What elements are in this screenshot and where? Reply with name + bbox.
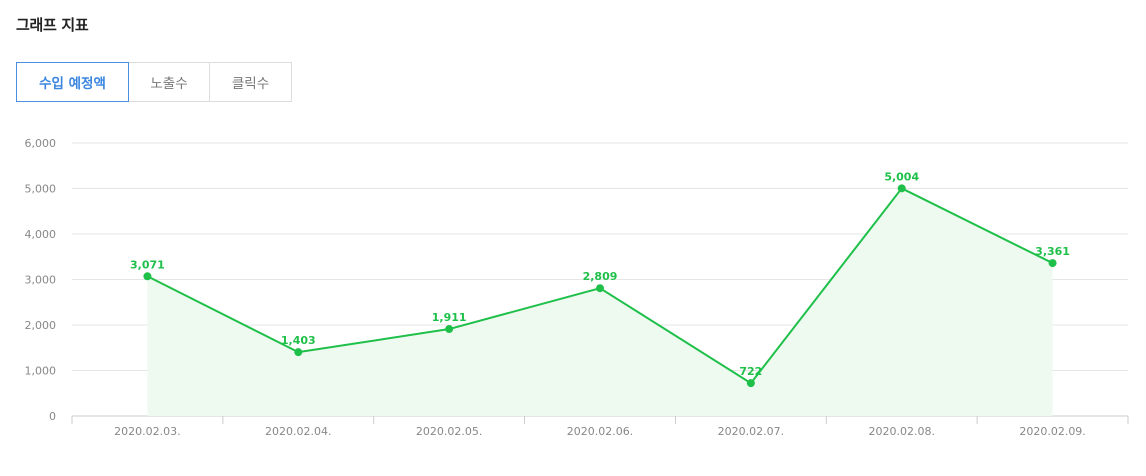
data-point	[596, 284, 604, 293]
y-tick-label: 3,000	[25, 274, 57, 287]
data-label: 2,809	[583, 270, 618, 283]
y-tick-label: 6,000	[25, 137, 57, 150]
data-label: 3,071	[130, 258, 165, 271]
data-point	[445, 325, 454, 334]
tab-impressions[interactable]: 노출수	[129, 62, 210, 102]
data-point	[294, 348, 303, 357]
data-label: 3,361	[1035, 245, 1070, 258]
x-tick-label: 2020.02.09.	[1019, 425, 1085, 438]
data-label: 1,911	[432, 311, 467, 324]
y-tick-label: 0	[49, 410, 56, 423]
data-label: 5,004	[884, 170, 919, 183]
x-tick-label: 2020.02.05.	[416, 425, 482, 438]
y-tick-label: 2,000	[25, 319, 57, 332]
series-area	[147, 188, 1053, 416]
y-tick-label: 1,000	[25, 365, 57, 378]
data-point	[897, 184, 906, 193]
x-tick-label: 2020.02.03.	[114, 425, 180, 438]
x-tick-label: 2020.02.07.	[718, 425, 784, 438]
data-point	[143, 272, 152, 281]
data-point	[1048, 259, 1057, 268]
data-point	[746, 379, 755, 388]
x-tick-label: 2020.02.04.	[265, 425, 331, 438]
y-tick-label: 5,000	[25, 183, 57, 196]
data-label: 1,403	[281, 334, 316, 347]
metric-tabs: 수입 예정액 노출수 클릭수	[16, 62, 292, 102]
x-tick-label: 2020.02.08.	[868, 425, 934, 438]
data-label: 722	[739, 365, 762, 378]
tab-revenue[interactable]: 수입 예정액	[16, 62, 129, 102]
tab-clicks[interactable]: 클릭수	[210, 62, 292, 102]
chart-section-title: 그래프 지표	[16, 16, 89, 34]
x-tick-label: 2020.02.06.	[567, 425, 633, 438]
y-tick-label: 4,000	[25, 228, 57, 241]
